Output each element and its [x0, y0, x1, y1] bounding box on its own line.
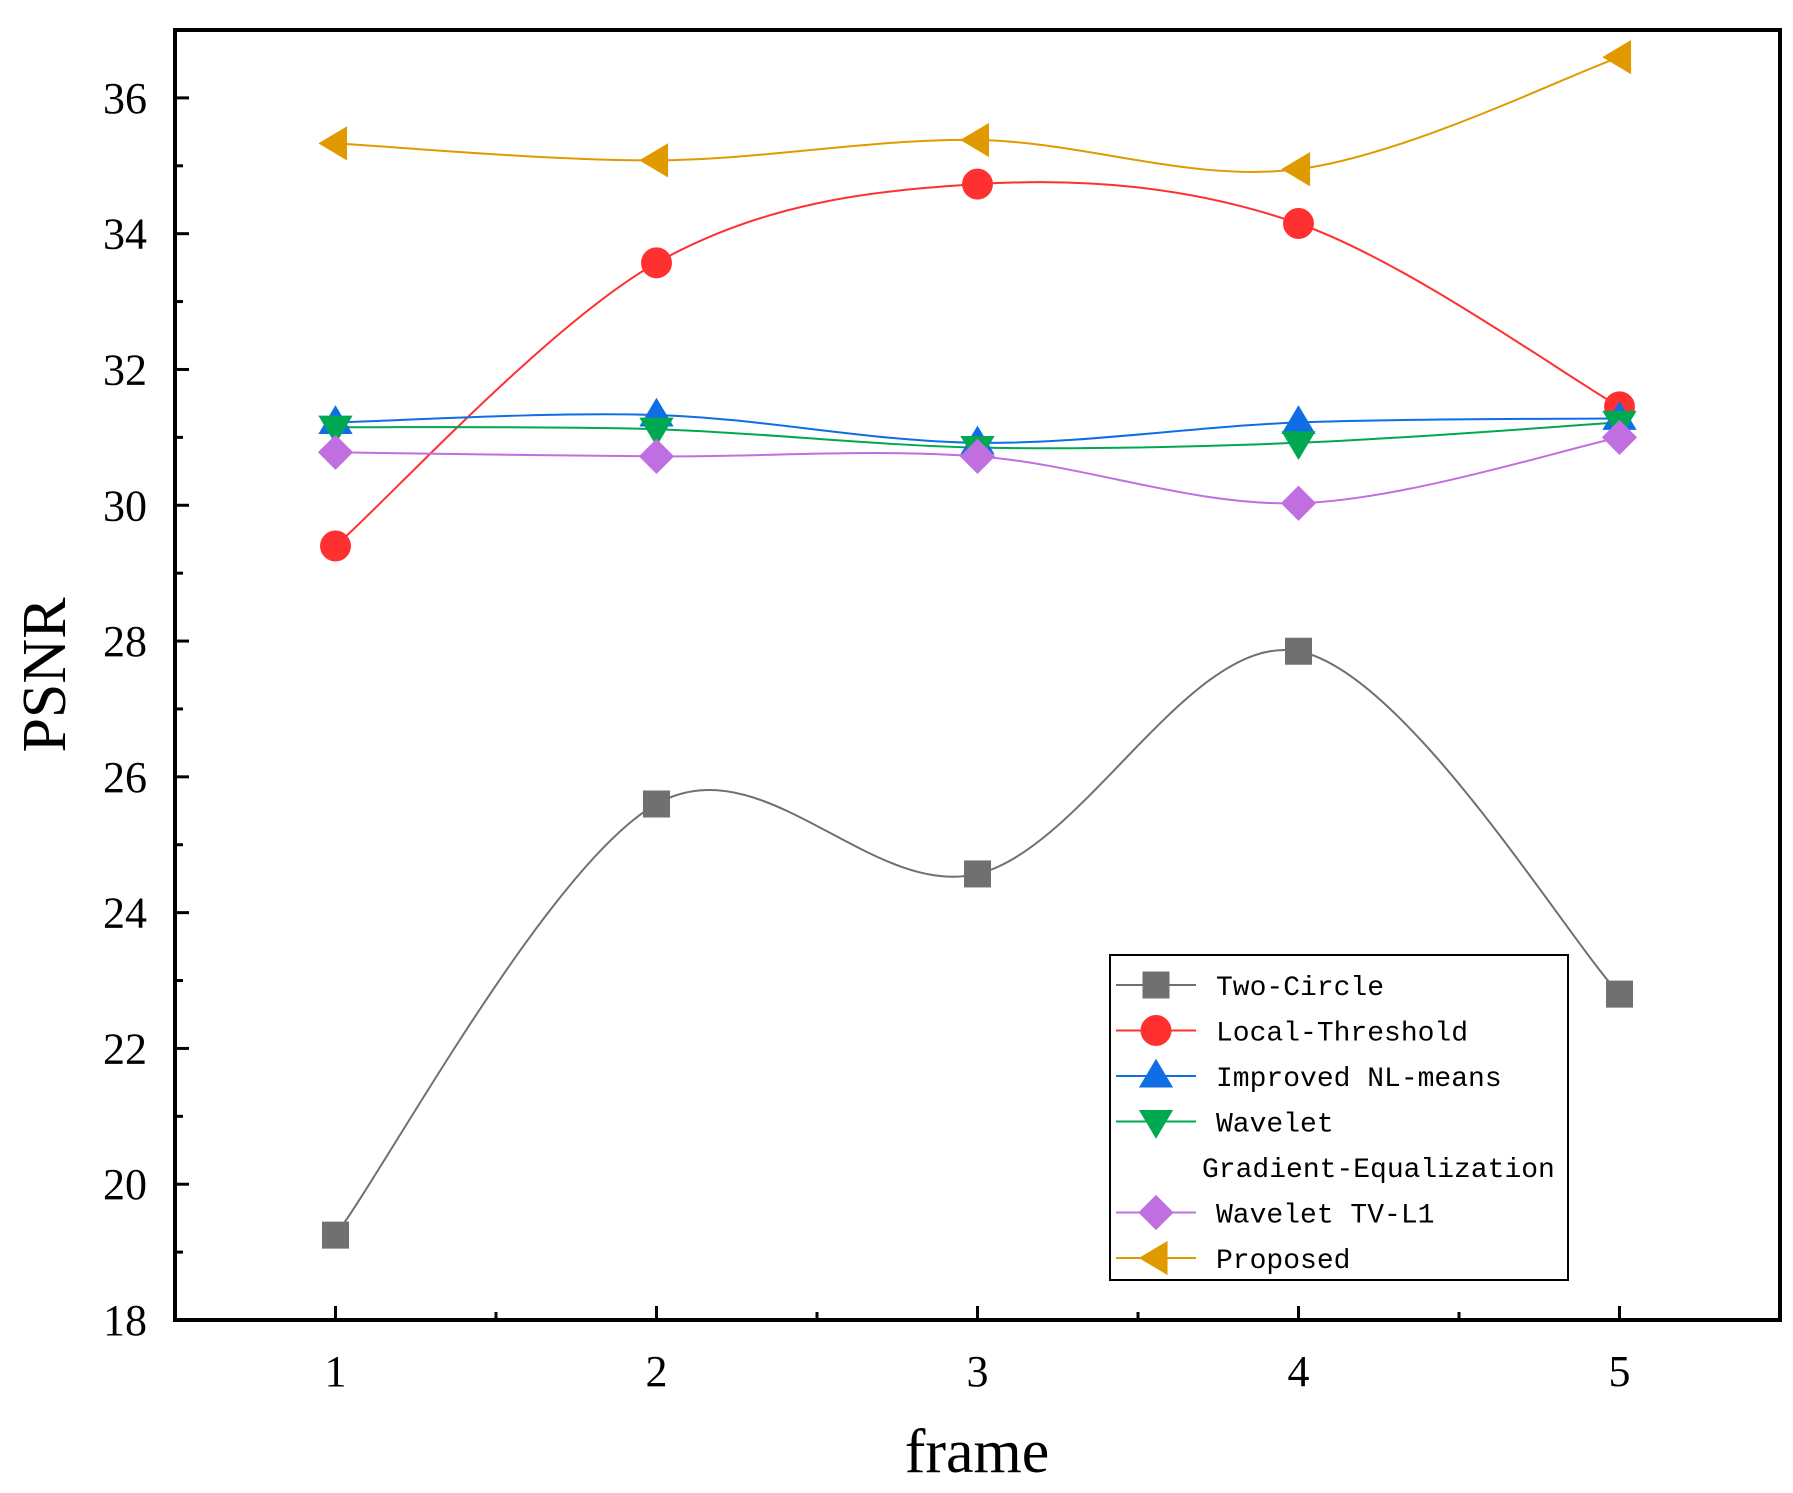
legend-marker-wavelet-gradient-equalization [1138, 1109, 1174, 1139]
legend-marker-local-threshold [1140, 1015, 1172, 1046]
data-point-proposed [960, 122, 990, 158]
legend-label-proposed: Proposed [1216, 1246, 1350, 1277]
y-tick-label: 30 [103, 481, 147, 530]
data-point-local-threshold [1283, 208, 1314, 239]
data-point-improved-nl-means [1281, 405, 1316, 434]
legend-label-local-threshold: Local-Threshold [1216, 1019, 1468, 1050]
legend-marker-proposed [1138, 1240, 1168, 1276]
legend-label-wavelet-gradient-equalization: Wavelet [1216, 1110, 1334, 1141]
legend-label-improved-nl-means: Improved NL-means [1216, 1064, 1502, 1095]
y-tick-label: 18 [103, 1296, 147, 1345]
y-tick-label: 34 [103, 210, 147, 259]
data-point-wavelet-tv-l1 [1601, 419, 1638, 455]
data-point-two-circle [964, 860, 991, 888]
data-point-proposed [639, 143, 669, 178]
legend: Two-Circle Local-Threshold Improved NL-mea… [1109, 954, 1569, 1281]
data-point-wavelet-tv-l1 [317, 434, 354, 470]
data-point-two-circle [1285, 637, 1312, 665]
data-point-two-circle [1606, 980, 1633, 1008]
series-layer [317, 40, 1638, 1249]
data-point-local-threshold [641, 247, 672, 279]
data-point-proposed [1602, 40, 1632, 75]
data-point-wavelet-tv-l1 [638, 438, 675, 474]
data-point-local-threshold [962, 168, 993, 200]
y-tick-label: 32 [103, 345, 147, 394]
x-tick-label: 3 [967, 1347, 989, 1396]
x-axis-title: frame [905, 1418, 1050, 1486]
data-point-wavelet-gradient-equalization [318, 415, 353, 445]
data-point-two-circle [322, 1221, 349, 1249]
legend-label-wavelet-gradient-equalization: Gradient-Equalization [1202, 1155, 1555, 1186]
y-tick-label: 22 [103, 1024, 147, 1073]
data-point-wavelet-gradient-equalization [639, 417, 674, 447]
legend-label-two-circle: Two-Circle [1216, 973, 1384, 1004]
series-line-local-threshold [334, 181, 1620, 547]
legend-marker-improved-nl-means [1138, 1058, 1174, 1088]
y-tick-label: 36 [103, 74, 147, 123]
y-axis-title: PSNR [11, 597, 79, 753]
y-tick-label: 20 [103, 1160, 147, 1209]
data-point-two-circle [643, 790, 670, 818]
data-point-wavelet-tv-l1 [959, 438, 996, 474]
x-tick-label: 1 [325, 1347, 347, 1396]
data-point-proposed [318, 126, 348, 161]
legend-box [1109, 954, 1569, 1281]
x-tick-label: 5 [1609, 1347, 1631, 1396]
data-point-proposed [1281, 152, 1311, 187]
x-tick-label: 2 [646, 1347, 668, 1396]
y-tick-label: 26 [103, 753, 147, 802]
legend-marker-two-circle [1142, 971, 1170, 999]
y-tick-label: 28 [103, 617, 147, 666]
data-point-local-threshold [320, 530, 351, 562]
data-point-wavelet-tv-l1 [1280, 485, 1317, 521]
legend-marker-wavelet-tv-l1 [1138, 1194, 1174, 1231]
legend-label-wavelet-tv-l1: Wavelet TV-L1 [1216, 1201, 1434, 1232]
x-tick-label: 4 [1288, 1347, 1310, 1396]
data-point-wavelet-gradient-equalization [1281, 431, 1316, 461]
y-tick-label: 24 [103, 889, 147, 938]
series-line-proposed [335, 56, 1620, 173]
